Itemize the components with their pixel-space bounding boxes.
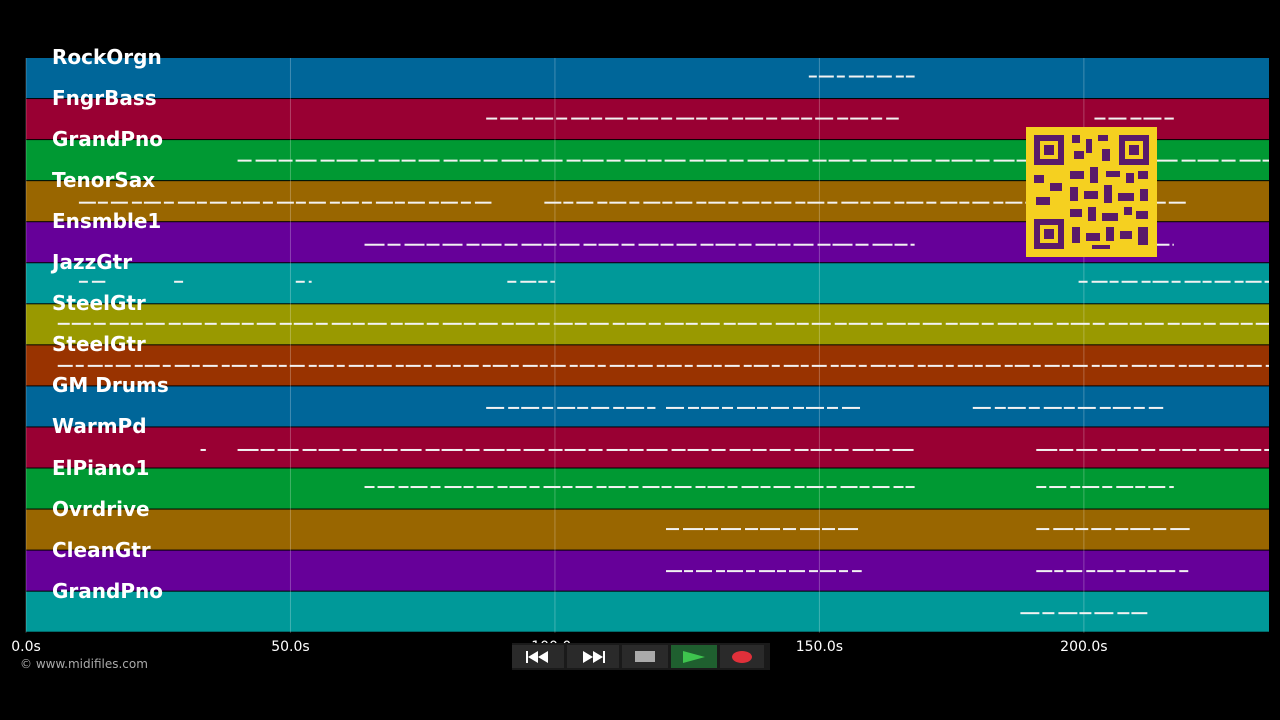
note-segment — [295, 280, 312, 283]
note-segment — [486, 406, 656, 409]
track-label: CleanGtr — [52, 537, 151, 562]
note-segment — [544, 201, 1084, 204]
note-segment — [1020, 612, 1148, 615]
tick-label: 50.0s — [271, 639, 310, 655]
track-lane — [26, 468, 1269, 509]
tick-label: 0.0s — [11, 639, 41, 655]
fast-forward-icon — [583, 650, 605, 663]
piano-roll — [25, 58, 1269, 633]
tick-label: 150.0s — [795, 639, 844, 655]
rewind-icon — [526, 650, 548, 663]
tick-label: 200.0s — [1060, 639, 1108, 655]
play-button[interactable] — [671, 645, 717, 668]
note-segment — [57, 364, 1269, 367]
rewind-button[interactable] — [512, 645, 564, 668]
note-segment — [1036, 570, 1189, 573]
note-segment — [486, 117, 899, 120]
note-segment — [78, 280, 106, 283]
track-label: FngrBass — [52, 86, 157, 111]
note-segment — [1036, 448, 1269, 451]
note-segment — [364, 486, 915, 489]
qr-code-icon — [1026, 127, 1157, 257]
track-label: SteelGtr — [52, 291, 146, 316]
track-lane — [26, 591, 1269, 632]
track-label: SteelGtr — [52, 332, 146, 357]
track-label: RockOrgn — [52, 45, 162, 69]
transport-bar — [512, 643, 770, 670]
note-segment — [1094, 117, 1174, 120]
fast-forward-button[interactable] — [567, 645, 619, 668]
track-label: GrandPno — [52, 127, 163, 152]
record-icon — [732, 650, 752, 663]
track-label: ElPiano1 — [52, 455, 150, 480]
play-icon — [683, 650, 705, 663]
stop-icon — [635, 651, 655, 662]
track-label: Ovrdrive — [52, 496, 150, 521]
note-segment — [78, 201, 492, 204]
note-segment — [1078, 280, 1269, 283]
note-segment — [237, 448, 914, 451]
track-lane — [26, 263, 1269, 304]
track-label: WarmPd — [52, 414, 147, 439]
record-button[interactable] — [720, 645, 764, 668]
note-segment — [200, 448, 206, 451]
note-segment — [174, 280, 184, 283]
note-segment — [666, 406, 861, 409]
note-segment — [1036, 528, 1190, 531]
note-segment — [507, 280, 555, 283]
note-segment — [666, 528, 859, 531]
track-label: GM Drums — [52, 373, 169, 398]
stop-button[interactable] — [622, 645, 668, 668]
note-segment — [972, 406, 1164, 409]
track-lane — [26, 58, 1269, 99]
track-label: Ensmble1 — [52, 209, 162, 234]
note-segment — [1036, 486, 1174, 489]
credit-text: © www.midifiles.com — [20, 657, 148, 671]
note-segment — [808, 75, 915, 78]
note-segment — [57, 322, 1269, 325]
track-label: TenorSax — [52, 168, 156, 193]
track-lane — [26, 427, 1269, 468]
track-lane — [26, 550, 1269, 591]
track-label: GrandPno — [52, 578, 163, 603]
track-lane — [26, 386, 1269, 427]
note-segment — [666, 570, 862, 573]
track-label: JazzGtr — [52, 250, 133, 275]
note-segment — [364, 243, 915, 246]
